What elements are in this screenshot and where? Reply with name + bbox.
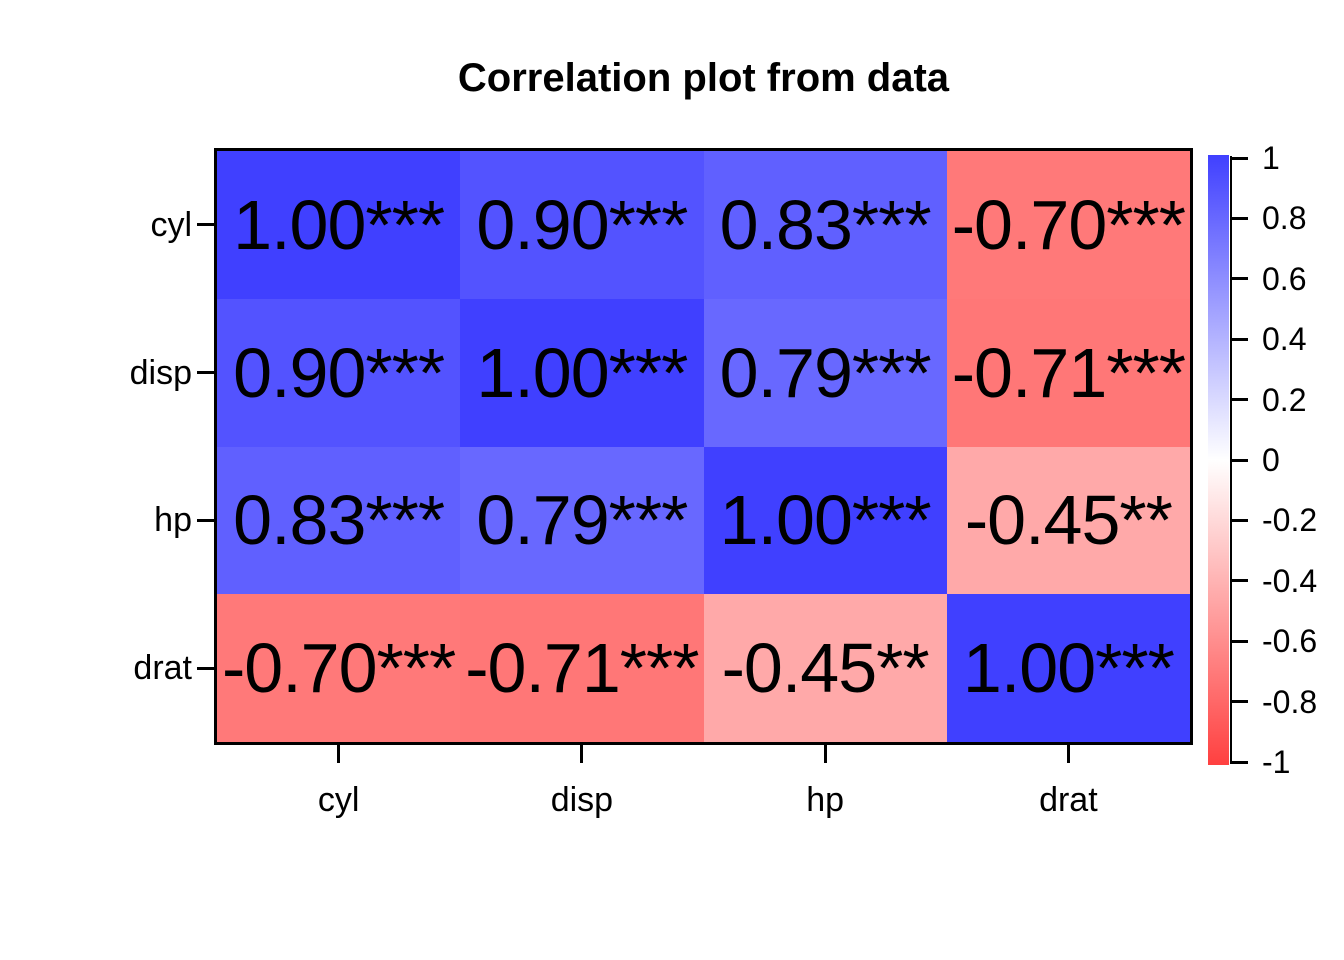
cell-correlation-value: -0.70***	[221, 629, 456, 708]
heatmap-cell-drat-drat: 1.00***	[946, 594, 1190, 742]
colorbar-tick-label--0.4: -0.4	[1262, 562, 1318, 599]
cell-correlation-value: 1.00***	[233, 185, 445, 264]
colorbar-tick	[1230, 156, 1248, 160]
colorbar-tick-label--0.8: -0.8	[1262, 683, 1318, 720]
colorbar-tick-label-1: 1	[1262, 140, 1280, 176]
heatmap-cell-cyl-hp: 0.83***	[703, 151, 947, 299]
colorbar-tick-label-0.4: 0.4	[1262, 321, 1307, 358]
heatmap-cell-cyl-disp: 0.90***	[460, 151, 704, 299]
colorbar-tick	[1230, 700, 1248, 704]
heatmap-cell-drat-disp: -0.71***	[460, 594, 704, 742]
colorbar-tick	[1230, 518, 1248, 522]
colorbar-tick-label-0: 0	[1262, 442, 1280, 478]
y-axis-tick	[197, 371, 217, 375]
x-axis-label-disp: disp	[550, 781, 614, 819]
cell-correlation-value: 0.79***	[719, 333, 932, 412]
colorbar-tick	[1230, 216, 1248, 220]
heatmap-cell-disp-drat: -0.71***	[946, 298, 1190, 447]
heatmap-cell-cyl-cyl: 1.00***	[217, 151, 461, 299]
x-axis-tick	[1066, 745, 1070, 763]
heatmap-cell-disp-disp: 1.00***	[460, 298, 704, 447]
colorbar-tick	[1230, 458, 1248, 462]
cell-correlation-value: 1.00***	[962, 629, 1175, 708]
x-axis-tick	[580, 745, 584, 763]
x-axis-label-hp: hp	[806, 781, 845, 819]
x-axis-tick	[337, 745, 341, 763]
heatmap-cell-hp-cyl: 0.83***	[217, 446, 461, 595]
heatmap-cell-cyl-drat: -0.70***	[946, 151, 1190, 299]
colorbar-tick-label--1: -1	[1262, 744, 1291, 780]
colorbar-tick-label-0.6: 0.6	[1262, 260, 1307, 297]
cell-correlation-value: -0.45**	[721, 629, 930, 708]
x-axis-label-drat: drat	[1039, 781, 1098, 819]
y-axis-tick	[197, 518, 217, 522]
y-axis-label-disp: disp	[129, 353, 192, 392]
colorbar-tick-label-0.8: 0.8	[1262, 200, 1307, 237]
cell-correlation-value: 0.79***	[476, 481, 688, 560]
y-axis-label-hp: hp	[154, 501, 192, 540]
plot-title: Correlation plot from data	[457, 56, 950, 100]
cell-correlation-value: 0.83***	[233, 481, 445, 560]
colorbar-tick-label-0.2: 0.2	[1262, 381, 1307, 418]
heatmap-cell-drat-hp: -0.45**	[703, 594, 947, 742]
cell-correlation-value: -0.71***	[951, 333, 1186, 412]
cell-correlation-value: -0.71***	[465, 629, 699, 708]
colorbar-tick-label--0.2: -0.2	[1262, 502, 1318, 539]
colorbar-gradient	[1208, 155, 1229, 765]
cell-correlation-value: 0.90***	[476, 185, 688, 264]
cell-correlation-value: -0.70***	[951, 185, 1186, 264]
heatmap-cell-hp-disp: 0.79***	[460, 446, 704, 595]
cell-correlation-value: 0.90***	[233, 333, 445, 412]
cell-correlation-value: 1.00***	[719, 481, 932, 560]
colorbar-tick	[1230, 639, 1248, 643]
cell-correlation-value: -0.45**	[964, 481, 1173, 560]
y-axis-tick	[197, 223, 217, 227]
x-axis-label-cyl: cyl	[317, 781, 360, 819]
heatmap-cell-drat-cyl: -0.70***	[217, 594, 461, 742]
heatmap-cell-disp-cyl: 0.90***	[217, 298, 461, 447]
colorbar-tick	[1230, 277, 1248, 281]
colorbar-tick	[1230, 579, 1248, 583]
cell-correlation-value: 0.83***	[719, 185, 932, 264]
heatmap-grid: 1.00*** 0.90*** 0.83*** -0.70*** 0.90*** 1.00…	[214, 148, 1193, 745]
colorbar-tick	[1230, 398, 1248, 402]
heatmap-cell-disp-hp: 0.79***	[703, 298, 947, 447]
heatmap-cell-hp-hp: 1.00***	[703, 446, 947, 595]
colorbar-tick	[1230, 337, 1248, 341]
heatmap-cell-hp-drat: -0.45**	[946, 446, 1190, 595]
colorbar-tick-label--0.6: -0.6	[1262, 623, 1318, 660]
y-axis-tick	[197, 666, 217, 670]
x-axis-tick	[823, 745, 827, 763]
cell-correlation-value: 1.00***	[476, 333, 688, 412]
colorbar-tick	[1230, 760, 1248, 764]
y-axis-label-drat: drat	[133, 649, 192, 688]
y-axis-label-cyl: cyl	[150, 205, 192, 244]
